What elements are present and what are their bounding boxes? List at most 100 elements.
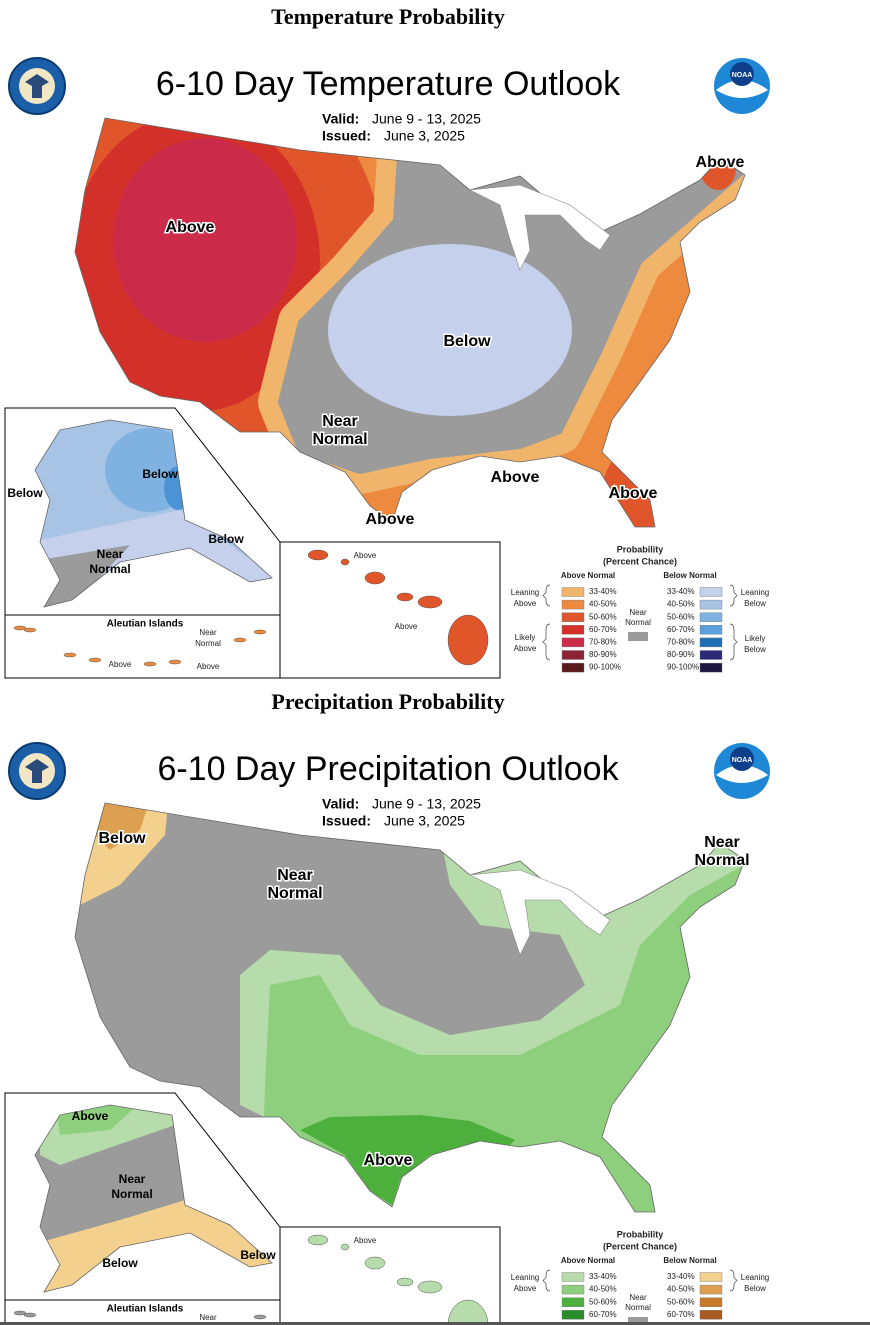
legend-swatch-above: [561, 625, 585, 635]
valid-label: Valid:: [322, 111, 359, 127]
us-outline: [74, 117, 746, 528]
legend-likely-below: Likely: [745, 634, 765, 643]
noaa-gull: [716, 765, 768, 783]
aleutian-label: Near: [199, 628, 217, 637]
legend-swatch-below: [699, 1310, 723, 1320]
great-lakes: [468, 869, 611, 956]
legend-above-header: Above Normal: [561, 571, 615, 580]
legend-bin-above: 50-60%: [589, 1297, 617, 1306]
legend-bin-below: 70-80%: [667, 638, 695, 647]
noaa-logo-top: [730, 747, 754, 771]
region-label: Normal: [312, 431, 367, 448]
region-label: Near: [322, 413, 358, 430]
legend-swatch-below: [699, 1284, 723, 1295]
aleutian-island: [143, 661, 157, 667]
legend-bin-below: 50-60%: [667, 612, 695, 621]
legend-bin-below: 90-100%: [667, 663, 699, 672]
aleutian-label: Above: [197, 662, 220, 671]
noaa-logo-text: NOAA: [732, 72, 753, 79]
issued-date: June 3, 2025: [384, 813, 465, 829]
legend-bin-above: 33-40%: [589, 587, 617, 596]
legend-bin-below: 40-50%: [667, 1285, 695, 1294]
aleutian-island: [63, 652, 77, 658]
aleutian-island: [23, 1312, 37, 1318]
legend-title: (Percent Chance): [603, 1241, 677, 1251]
region-33-40-below: [328, 244, 572, 416]
alaska-label: Near: [97, 547, 124, 561]
legend-bin-above: 90-100%: [589, 663, 621, 672]
legend-swatch-above: [561, 599, 585, 610]
hawaii-island: [364, 571, 386, 585]
aleutian-island: [253, 629, 267, 635]
region-label: Normal: [694, 852, 749, 869]
legend-near-normal: Normal: [625, 1303, 651, 1312]
aleutian-title: Aleutian Islands: [107, 619, 184, 630]
legend-swatch-above: [561, 1284, 585, 1295]
legend-title: Probability: [617, 544, 664, 554]
noaa-logo-text: NOAA: [732, 757, 753, 764]
legend-bin-above: 70-80%: [589, 638, 617, 647]
legend-leaning-above: Above: [514, 599, 537, 608]
alaska-outline: [34, 419, 273, 608]
legend-leaning-above: Above: [514, 1284, 537, 1293]
legend-swatch-below: [699, 650, 723, 660]
legend-likely-below: Below: [744, 645, 766, 654]
aleutian-island: [253, 1314, 267, 1320]
legend-swatch-below: [699, 1272, 723, 1282]
region-label: Above: [491, 469, 540, 486]
alaska-label: Below: [142, 467, 178, 481]
hawaii-label: Above: [354, 1236, 377, 1245]
legend-bin-above: 60-70%: [589, 1310, 617, 1319]
legend-swatch-near: [628, 632, 648, 641]
region-label: Above: [609, 485, 658, 502]
hawaii-island: [364, 1256, 386, 1270]
legend-bin-below: 33-40%: [667, 587, 695, 596]
legend-near-normal: Normal: [625, 618, 651, 627]
hawaii-island: [396, 592, 414, 602]
legend-likely-above: Likely: [515, 633, 535, 642]
aleutian-label: Normal: [195, 639, 221, 648]
legend-below-header: Below Normal: [663, 1256, 716, 1265]
legend-leaning-below: Below: [744, 599, 766, 608]
region-label: Near: [277, 867, 313, 884]
noaa-logo-top: [730, 62, 754, 86]
region-label: Below: [443, 333, 491, 350]
region-70-80-above: [113, 138, 297, 342]
hawaii-island: [307, 549, 329, 561]
outlook-section: Precipitation Probability NOAA 6-10 Day Pr…: [4, 689, 770, 1325]
outlook-section: Temperature Probability NOAA 6-10 Day Temp…: [4, 4, 770, 679]
valid-dates: June 9 - 13, 2025: [372, 796, 481, 812]
legend-bin-above: 60-70%: [589, 625, 617, 634]
legend-leaning-below: Below: [744, 1284, 766, 1293]
region-label: Near: [704, 834, 740, 851]
hawaii-island: [447, 614, 489, 666]
aleutian-island: [23, 627, 37, 633]
legend-bin-below: 60-70%: [667, 1310, 695, 1319]
legend-bin-below: 40-50%: [667, 600, 695, 609]
aleutian-island: [13, 1310, 27, 1316]
legend-bin-above: 50-60%: [589, 612, 617, 621]
aleutian-island: [233, 637, 247, 643]
region-label: Above: [366, 511, 415, 528]
region-50-60-above: [300, 1115, 515, 1205]
great-lakes: [468, 184, 611, 271]
aleutian-island: [13, 625, 27, 631]
aleutian-inset-frame: [4, 1299, 281, 1325]
hawaii-island: [340, 558, 350, 566]
legend-swatch-above: [561, 637, 585, 648]
legend-swatch-below: [699, 587, 723, 597]
legend-swatch-below: [699, 625, 723, 635]
bottom-scrollbar-edge: [0, 1322, 870, 1325]
legend-swatch-below: [699, 599, 723, 610]
legend-bin-above: 40-50%: [589, 1285, 617, 1294]
legend-near-normal: Near: [629, 1293, 647, 1302]
alaska-label: Below: [208, 532, 244, 546]
valid-dates: June 9 - 13, 2025: [372, 111, 481, 127]
valid-label: Valid:: [322, 796, 359, 812]
legend-swatch-above: [561, 1272, 585, 1282]
legend-likely-above: Above: [514, 644, 537, 653]
legend-leaning-below: Leaning: [741, 588, 769, 597]
hawaii-island: [417, 1280, 443, 1294]
